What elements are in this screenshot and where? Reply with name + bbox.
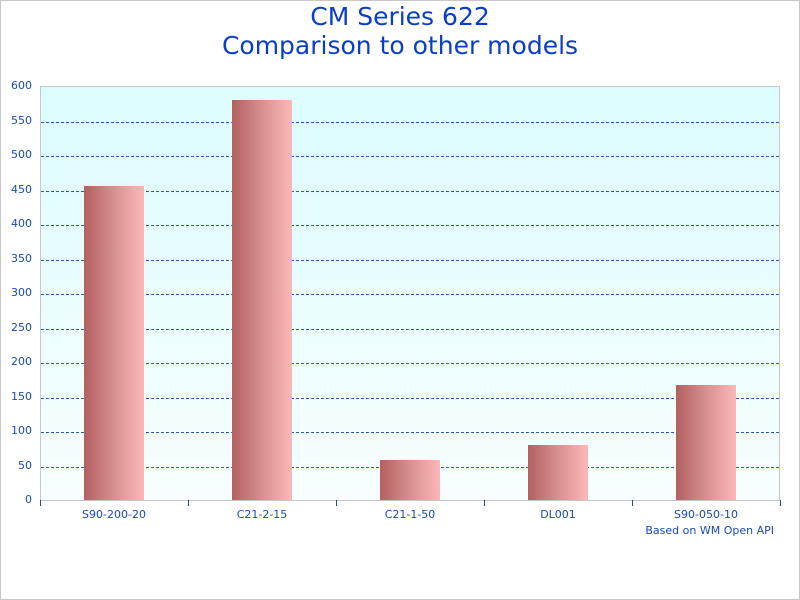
chart-title-main: CM Series 622: [310, 2, 490, 31]
bar[interactable]: [232, 99, 292, 500]
bar[interactable]: [528, 444, 588, 500]
x-tick-label: C21-1-50: [384, 508, 436, 521]
gridline: [41, 432, 779, 433]
y-tick-label: 350: [11, 251, 32, 265]
x-axis-line: [40, 500, 780, 501]
bar[interactable]: [380, 459, 440, 500]
gridline: [41, 225, 779, 226]
x-tick-mark: [336, 500, 337, 506]
source-note: Based on WM Open API: [645, 524, 774, 537]
gridline: [41, 259, 779, 261]
x-tick-label: DL001: [540, 508, 576, 521]
y-tick-label: 200: [11, 355, 32, 368]
gridline: [41, 121, 779, 123]
y-tick-label: 300: [11, 286, 32, 299]
x-tick-mark: [484, 500, 485, 506]
x-tick-mark: [188, 500, 189, 506]
gridline: [41, 363, 779, 364]
y-tick-label: 100: [11, 424, 32, 437]
gridline: [41, 328, 779, 330]
chart-title: CM Series 622 Comparison to other models: [0, 2, 800, 60]
y-tick-label: 450: [11, 182, 32, 196]
y-tick-label: 550: [11, 113, 32, 127]
x-tick-mark: [780, 500, 781, 506]
chart-subtitle: Comparison to other models: [221, 31, 579, 60]
gridline: [41, 294, 779, 295]
bar[interactable]: [84, 186, 144, 500]
x-tick-mark: [40, 500, 41, 506]
x-tick-mark: [632, 500, 633, 506]
gridline: [41, 397, 779, 399]
x-tick-label: C21-2-15: [236, 508, 288, 521]
y-tick-label: 600: [11, 79, 32, 92]
y-tick-label: 150: [11, 389, 32, 403]
y-tick-label: 250: [11, 320, 32, 334]
y-tick-label: 400: [11, 217, 32, 230]
gridline: [41, 190, 779, 192]
y-tick-label: 50: [18, 458, 32, 472]
gridline: [41, 156, 779, 157]
x-tick-label: S90-050-10: [674, 508, 738, 521]
x-tick-label: S90-200-20: [82, 508, 146, 521]
y-tick-label: 0: [25, 493, 32, 506]
bar[interactable]: [676, 384, 736, 500]
y-tick-label: 500: [11, 148, 32, 161]
plot-area: [40, 86, 780, 500]
